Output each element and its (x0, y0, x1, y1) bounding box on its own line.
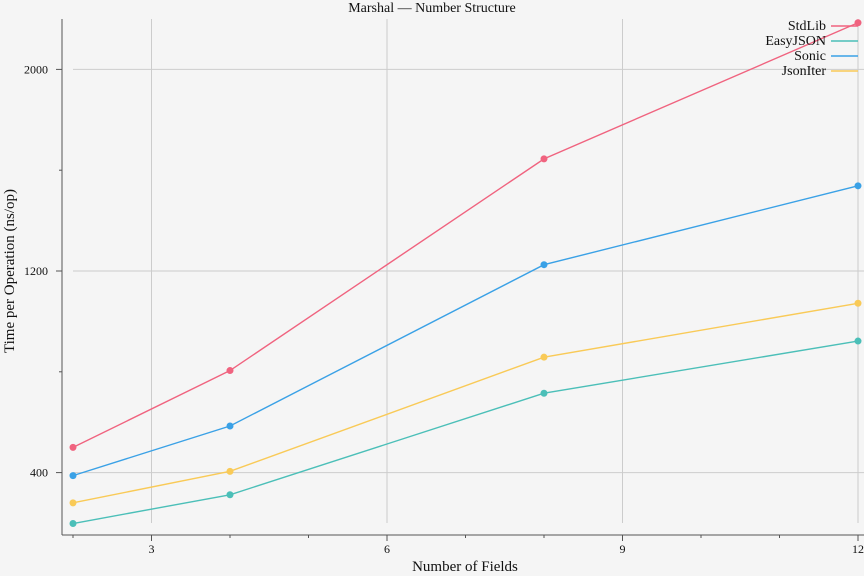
legend-label: JsonIter (782, 64, 827, 79)
axes: 3 6 9 12 400 1200 2000 (24, 19, 864, 556)
y-axis-title: Time per Operation (ns/op) (2, 189, 18, 353)
x-tick-label: 6 (384, 542, 390, 556)
data-point-sonic (854, 182, 862, 190)
data-point-jsoniter (854, 299, 862, 307)
y-tick-label: 400 (30, 466, 48, 480)
y-tick-label: 2000 (24, 62, 48, 76)
y-tick-label: 1200 (24, 264, 48, 278)
data-point-stdlib (854, 19, 862, 27)
data-point-easyjson (69, 520, 77, 528)
data-point-sonic (540, 261, 548, 269)
series-group (69, 19, 862, 528)
legend-label: EasyJSON (765, 34, 826, 49)
series-line-sonic (72, 185, 859, 477)
grid (73, 19, 864, 523)
data-point-easyjson (540, 389, 548, 397)
x-axis-title: Number of Fields (412, 559, 518, 575)
data-point-jsoniter (69, 499, 77, 507)
series-line-stdlib (72, 22, 859, 449)
data-point-sonic (69, 472, 77, 480)
data-point-stdlib (69, 443, 77, 451)
legend-label: Sonic (794, 49, 826, 64)
data-point-jsoniter (540, 353, 548, 361)
data-point-stdlib (226, 367, 234, 375)
legend-label: StdLib (788, 19, 826, 34)
data-point-sonic (226, 422, 234, 430)
series-line-jsoniter (72, 302, 859, 504)
data-point-easyjson (226, 491, 234, 499)
data-point-jsoniter (226, 467, 234, 475)
data-point-easyjson (854, 337, 862, 345)
x-tick-label: 3 (149, 542, 155, 556)
chart-title: Marshal — Number Structure (348, 1, 516, 16)
data-point-stdlib (540, 155, 548, 163)
series-line-easyjson (72, 340, 859, 525)
x-tick-label: 9 (620, 542, 626, 556)
x-tick-label: 12 (852, 542, 864, 556)
